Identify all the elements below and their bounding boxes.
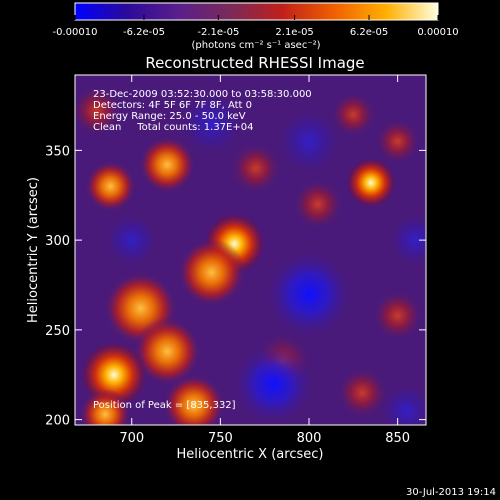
negative-region: [378, 382, 426, 425]
y-tick-label: 300: [45, 234, 70, 249]
emission-source: [230, 142, 282, 194]
emission-source: [345, 157, 397, 209]
colorbar: -0.00010 -6.2e-05 -2.1e-05 2.1e-05 6.2e-05 0.…: [53, 2, 459, 51]
info-line-energy: Energy Range: 25.0 - 50.0 keV: [93, 111, 246, 122]
colorbar-tick-label: -6.2e-05: [123, 27, 165, 38]
colorbar-tick-label: 0.00010: [417, 27, 458, 38]
emission-source: [162, 374, 225, 425]
info-line-counts: Clean Total counts: 1.37E+04: [93, 122, 253, 133]
emission-source: [177, 238, 246, 307]
negative-region: [387, 211, 426, 269]
info-block: 23-Dec-2009 03:52:30.000 to 03:58:30.000…: [93, 89, 312, 411]
emission-source: [138, 136, 196, 194]
colorbar-bar: [74, 2, 439, 21]
y-axis-label: Heliocentric Y (arcsec): [26, 177, 41, 323]
negative-region: [103, 211, 161, 269]
emission-source: [75, 85, 122, 137]
x-tick-label: 750: [208, 431, 233, 446]
negative-region: [274, 107, 344, 176]
x-tick-label: 800: [297, 431, 322, 446]
y-tick-label: 350: [45, 144, 70, 159]
heatmap-image: [75, 75, 426, 425]
timestamp: 30-Jul-2013 19:14: [406, 487, 496, 498]
negative-region: [177, 89, 246, 158]
emission-source: [84, 160, 136, 212]
emission-source: [79, 388, 131, 425]
y-axis-ticks: 200 250 300 350: [45, 144, 426, 429]
colorbar-ticks: -0.00010 -6.2e-05 -2.1e-05 2.1e-05 6.2e-05 0.…: [53, 15, 459, 38]
plot-frame: [74, 74, 427, 426]
info-line-time: 23-Dec-2009 03:52:30.000 to 03:58:30.000: [93, 89, 312, 100]
x-axis-ticks: 700 750 800 850: [119, 75, 410, 446]
emission-source: [133, 317, 202, 386]
colorbar-tick-label: -0.00010: [53, 27, 98, 38]
x-tick-label: 700: [119, 431, 144, 446]
emission-source: [330, 91, 377, 138]
colorbar-tick-label: -2.1e-05: [197, 27, 239, 38]
x-axis-label: Heliocentric X (arcsec): [177, 447, 324, 462]
y-tick-label: 250: [45, 324, 70, 339]
y-tick-label: 200: [45, 414, 70, 429]
heatmap-blobs: [75, 85, 426, 425]
emission-source: [336, 367, 388, 419]
negative-region: [231, 341, 317, 425]
colorbar-units: (photons cm⁻² s⁻¹ asec⁻²): [191, 40, 320, 51]
emission-source: [292, 178, 344, 230]
info-line-detectors: Detectors: 4F 5F 6F 7F 8F, Att 0: [93, 100, 252, 111]
negative-region: [263, 248, 355, 340]
emission-source: [374, 118, 421, 165]
peak-position-label: Position of Peak = [835,332]: [93, 400, 236, 411]
x-tick-label: 850: [385, 431, 410, 446]
colorbar-tick-label: 6.2e-05: [350, 27, 388, 38]
emission-source: [372, 289, 424, 342]
colorbar-tick-label: 2.1e-05: [275, 27, 313, 38]
chart-title: Reconstructed RHESSI Image: [145, 54, 364, 72]
